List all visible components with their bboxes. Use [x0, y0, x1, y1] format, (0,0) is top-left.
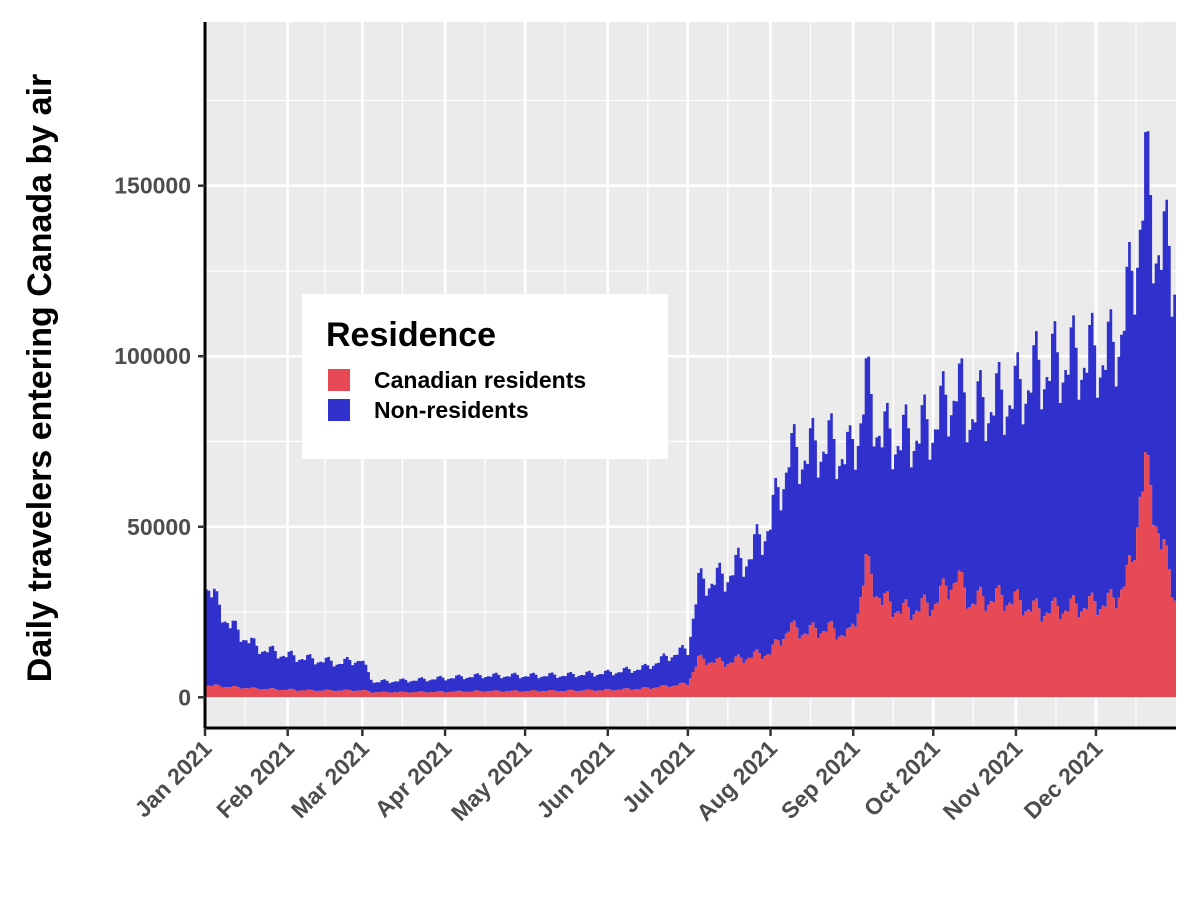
x-tick-label: Feb 2021 [211, 735, 299, 823]
x-tick-label: Sep 2021 [776, 735, 865, 824]
x-tick-label: May 2021 [446, 735, 537, 826]
legend-label-non-residents: Non-residents [374, 396, 529, 423]
x-tick-label: Nov 2021 [938, 735, 1028, 825]
legend-swatch-canadian-residents [326, 367, 352, 393]
y-tick-label: 50000 [127, 514, 191, 540]
x-tick-label: Aug 2021 [691, 735, 782, 826]
legend: Residence Canadian residents Non-residen… [302, 294, 668, 459]
x-tick-label: Dec 2021 [1019, 735, 1108, 824]
legend-title: Residence [326, 316, 497, 354]
x-tick-label: Apr 2021 [370, 735, 457, 822]
series-area-non-residents [205, 131, 1176, 693]
x-tick-label: Jan 2021 [129, 735, 216, 822]
y-tick-label: 150000 [114, 173, 191, 199]
y-tick-label: 0 [178, 684, 191, 710]
x-tick-label: Oct 2021 [859, 735, 945, 821]
legend-swatch-non-residents [326, 397, 352, 423]
legend-label-canadian-residents: Canadian residents [374, 366, 587, 393]
legend-item-non-residents: Non-residents [326, 395, 668, 425]
y-tick-label: 100000 [114, 343, 191, 369]
x-tick-label: Jul 2021 [617, 735, 700, 818]
legend-item-canadian-residents: Canadian residents [326, 365, 668, 395]
y-axis-title: Daily travelers entering Canada by air [21, 74, 59, 682]
series-area-canadian-residents [205, 452, 1176, 698]
x-tick-label: Jun 2021 [531, 735, 619, 823]
x-tick-label: Mar 2021 [286, 735, 374, 823]
